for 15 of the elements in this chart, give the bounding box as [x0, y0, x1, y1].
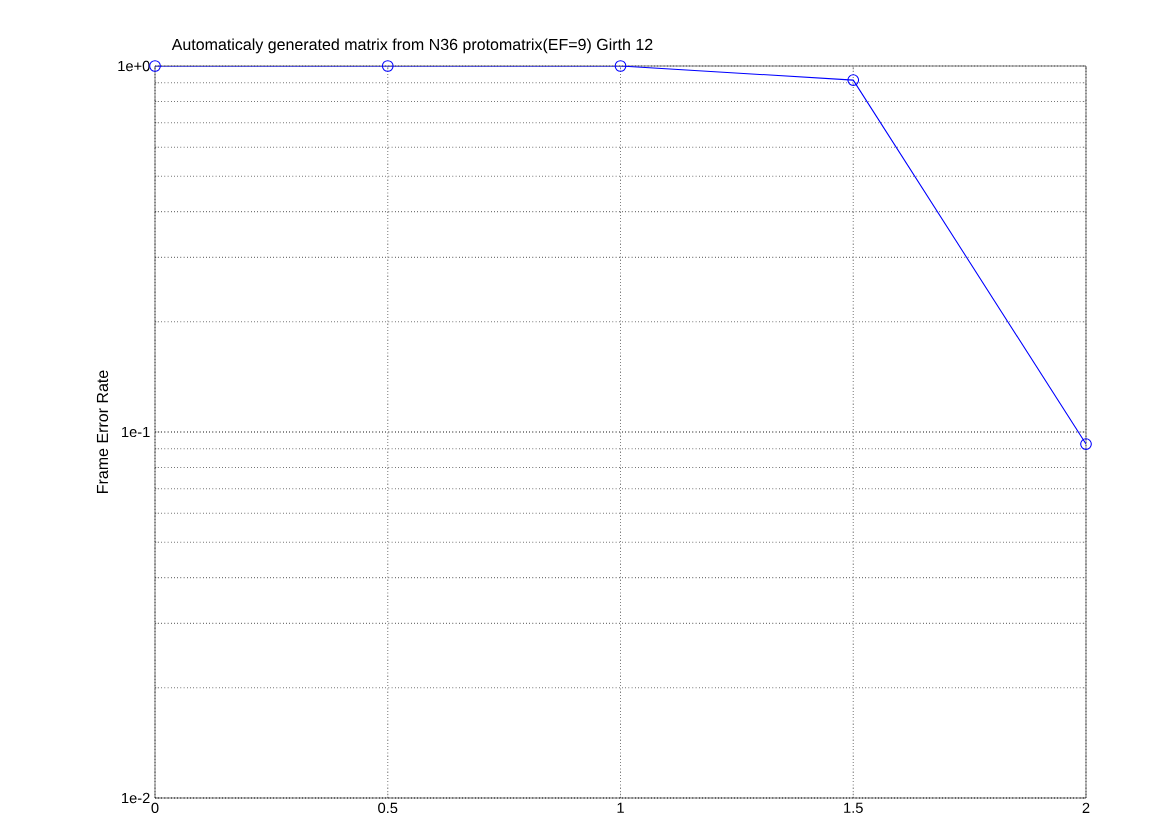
y-tick-label: 1e-1 [122, 426, 150, 438]
x-tick-label: 1.5 [844, 802, 863, 813]
point [149, 60, 161, 72]
point [381, 60, 394, 72]
point [614, 60, 627, 72]
x-tick-label: 0 [151, 802, 159, 814]
point [847, 74, 860, 86]
x-tick-label: 2 [1082, 802, 1090, 813]
y-axis-title: Frame Error Rate [96, 370, 109, 493]
y-tick-label: 1e-2 [122, 792, 150, 804]
x-tick-label: 1 [617, 802, 624, 813]
chart-title: Automaticaly generated matrix from N36 protomatrix(EF=9) Girth 12 [171, 38, 653, 54]
x-tick-label: 0.5 [378, 802, 398, 814]
point [1080, 438, 1092, 450]
y-tick-label: 1e+0 [118, 60, 150, 72]
